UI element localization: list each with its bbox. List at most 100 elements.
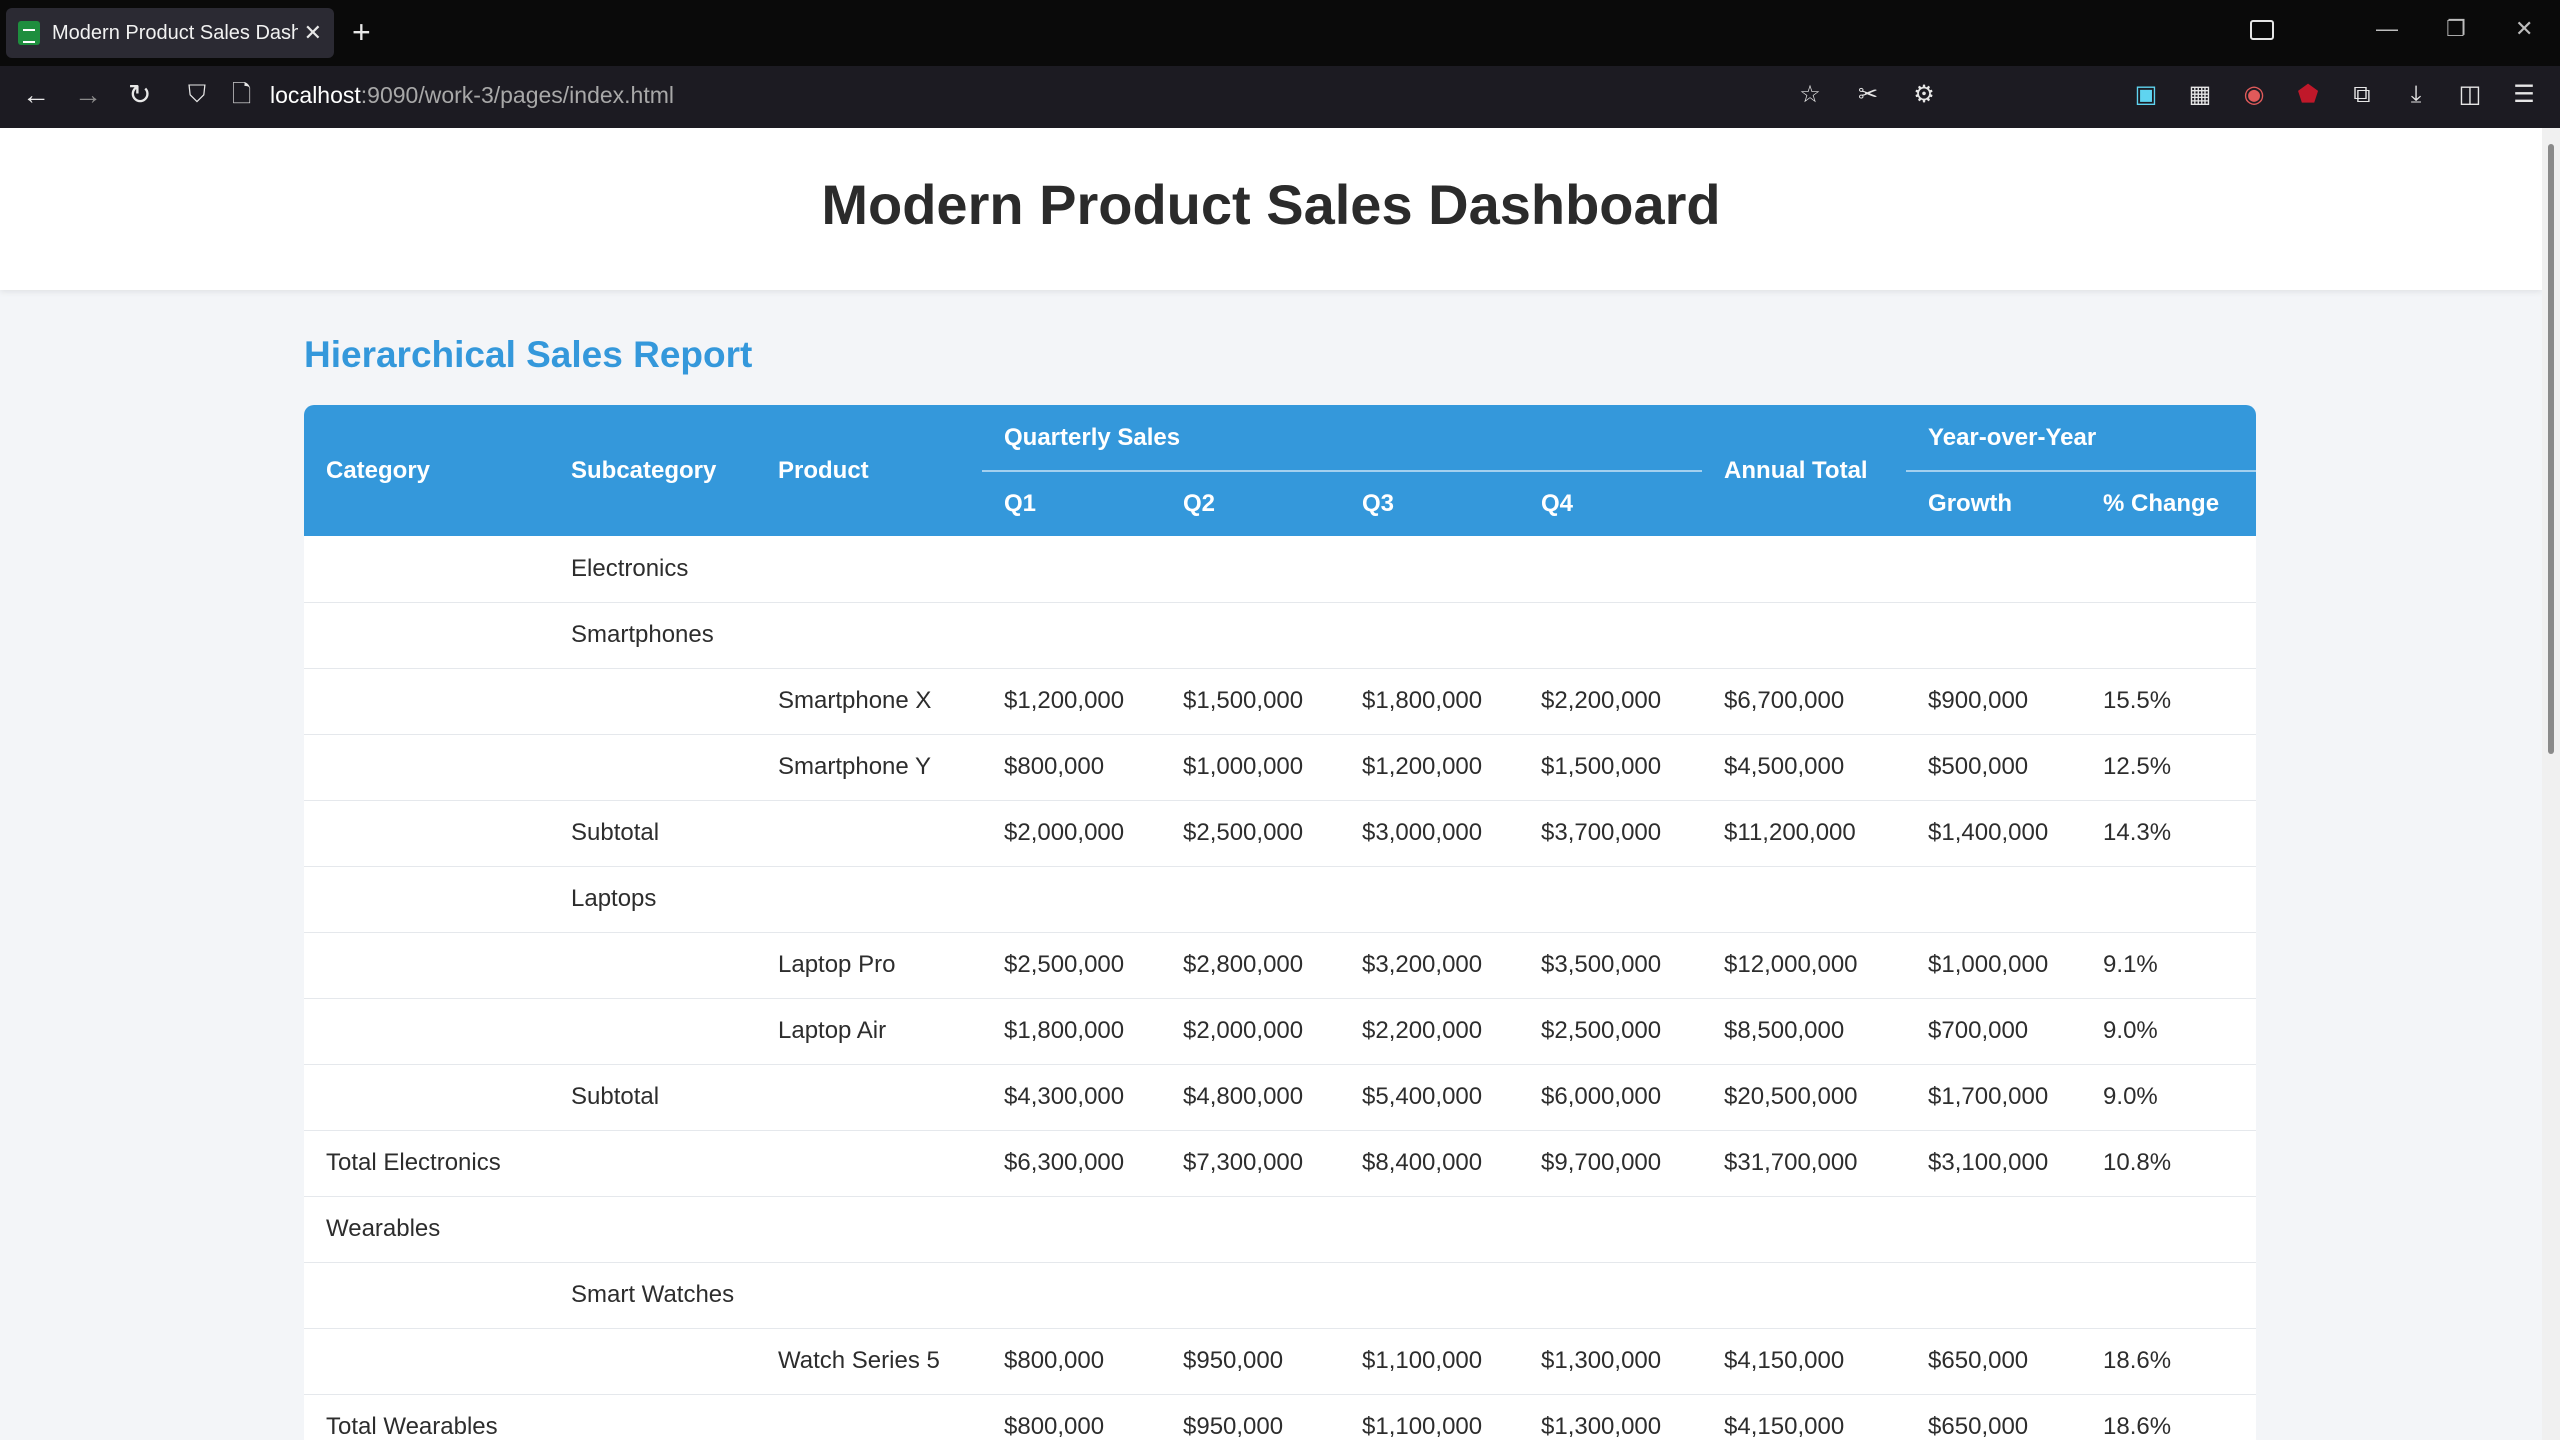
tab-title: Modern Product Sales Dashb bbox=[52, 21, 298, 44]
header-subcategory[interactable]: Subcategory bbox=[549, 405, 756, 536]
back-icon[interactable]: ← bbox=[22, 79, 50, 110]
cell-q3 bbox=[1340, 602, 1519, 669]
cell-q1 bbox=[982, 1262, 1161, 1329]
list-all-tabs-icon[interactable] bbox=[2250, 20, 2274, 40]
page-info-icon[interactable]: 🗋 bbox=[232, 81, 252, 108]
forward-icon[interactable]: → bbox=[74, 79, 102, 110]
cell-q2 bbox=[1161, 1262, 1340, 1329]
minimize-icon[interactable]: — bbox=[2376, 16, 2398, 41]
address-bar[interactable]: localhost:9090/work-3/pages/index.html bbox=[270, 82, 674, 109]
cell-q3 bbox=[1340, 866, 1519, 933]
cell-pct-change: 12.5% bbox=[2081, 734, 2256, 801]
close-window-icon[interactable]: ✕ bbox=[2515, 16, 2534, 41]
cell-q3 bbox=[1340, 1262, 1519, 1329]
cell-pct-change: 15.5% bbox=[2081, 668, 2256, 735]
sidebar-icon[interactable]: ◫ bbox=[2458, 81, 2482, 108]
menu-icon[interactable]: ☰ bbox=[2513, 81, 2535, 108]
cell-q2: $950,000 bbox=[1161, 1394, 1340, 1440]
reload-icon[interactable]: ↻ bbox=[128, 79, 152, 110]
cell-q3: $2,200,000 bbox=[1340, 998, 1519, 1065]
page-title: Modern Product Sales Dashboard bbox=[821, 173, 1721, 236]
restore-icon[interactable]: ❐ bbox=[2446, 16, 2466, 41]
table-row: Watch Series 5 $800,000 $950,000 $1,100,000… bbox=[304, 1328, 2256, 1395]
cell-q4 bbox=[1519, 602, 1703, 669]
cell-q1 bbox=[982, 602, 1161, 669]
cell-pct-change bbox=[2081, 866, 2256, 933]
cell-pct-change bbox=[2081, 1196, 2256, 1263]
cell-category bbox=[304, 602, 549, 669]
header-growth[interactable]: Growth bbox=[1906, 471, 2082, 536]
cell-subcategory bbox=[549, 1328, 756, 1395]
close-tab-icon[interactable]: ✕ bbox=[303, 20, 322, 45]
header-category[interactable]: Category bbox=[304, 405, 549, 536]
header-q2[interactable]: Q2 bbox=[1161, 471, 1340, 536]
bookmark-star-icon[interactable]: ☆ bbox=[1799, 81, 1821, 108]
cell-pct-change: 9.1% bbox=[2081, 932, 2256, 999]
header-row-2: Q1 Q2 Q3 Q4 Growth % Change bbox=[304, 471, 2256, 536]
scrollbar-thumb[interactable] bbox=[2548, 144, 2554, 754]
settings-gear-icon[interactable]: ⚙ bbox=[1913, 81, 1935, 108]
cell-q2: $7,300,000 bbox=[1161, 1130, 1340, 1197]
header-q3[interactable]: Q3 bbox=[1340, 471, 1519, 536]
table-row: Subtotal $2,000,000 $2,500,000 $3,000,000 $3… bbox=[304, 800, 2256, 867]
header-q4[interactable]: Q4 bbox=[1519, 471, 1703, 536]
cell-subcategory bbox=[549, 1130, 756, 1197]
table-row: Total Wearables $800,000 $950,000 $1,100,00… bbox=[304, 1394, 2256, 1440]
cell-q1: $800,000 bbox=[982, 1394, 1161, 1440]
header-product[interactable]: Product bbox=[756, 405, 982, 536]
cell-growth: $700,000 bbox=[1906, 998, 2082, 1065]
cell-subcategory bbox=[549, 998, 756, 1065]
cell-growth bbox=[1906, 866, 2082, 933]
table-row: Subtotal $4,300,000 $4,800,000 $5,400,000 $6… bbox=[304, 1064, 2256, 1131]
cell-subcategory: Subtotal bbox=[549, 800, 756, 867]
cell-growth: $3,100,000 bbox=[1906, 1130, 2082, 1197]
cell-category: Wearables bbox=[304, 1196, 549, 1263]
extension-eyes-icon[interactable]: ◉ bbox=[2243, 81, 2265, 108]
cell-growth: $1,000,000 bbox=[1906, 932, 2082, 999]
cell-growth bbox=[1906, 1262, 2082, 1329]
cell-category: Total Wearables bbox=[304, 1394, 549, 1440]
cell-product bbox=[756, 1064, 982, 1131]
table-row: Smartphone Y $800,000 $1,000,000 $1,200,000… bbox=[304, 734, 2256, 801]
cell-q1 bbox=[982, 1196, 1161, 1263]
cell-pct-change: 14.3% bbox=[2081, 800, 2256, 867]
cell-category bbox=[304, 1064, 549, 1131]
cell-q4: $3,500,000 bbox=[1519, 932, 1703, 999]
cell-q1: $800,000 bbox=[982, 734, 1161, 801]
shield-icon[interactable]: ⛉ bbox=[188, 81, 206, 108]
cell-pct-change: 9.0% bbox=[2081, 998, 2256, 1065]
cell-product: Laptop Pro bbox=[756, 932, 982, 999]
save-extension-icon[interactable]: ▣ bbox=[2134, 81, 2158, 108]
cell-growth bbox=[1906, 1196, 2082, 1263]
cell-category bbox=[304, 1262, 549, 1329]
cell-growth: $500,000 bbox=[1906, 734, 2082, 801]
cell-product bbox=[756, 1394, 982, 1440]
cell-q1 bbox=[982, 536, 1161, 603]
cell-growth: $900,000 bbox=[1906, 668, 2082, 735]
header-q1[interactable]: Q1 bbox=[982, 471, 1161, 536]
cell-q3: $3,000,000 bbox=[1340, 800, 1519, 867]
header-annual-total[interactable]: Annual Total bbox=[1702, 405, 1907, 536]
cell-category bbox=[304, 800, 549, 867]
cell-annual-total bbox=[1702, 602, 1907, 669]
ublock-icon[interactable]: ⬟ bbox=[2297, 81, 2319, 108]
cell-pct-change bbox=[2081, 536, 2256, 603]
cell-category bbox=[304, 1328, 549, 1395]
table-row: Smart Watches bbox=[304, 1262, 2256, 1329]
qr-code-icon[interactable]: ▦ bbox=[2188, 81, 2212, 108]
header-pct-change[interactable]: % Change bbox=[2081, 471, 2256, 536]
cell-q1: $6,300,000 bbox=[982, 1130, 1161, 1197]
browser-tab[interactable]: Modern Product Sales Dashb ✕ bbox=[6, 8, 334, 58]
cell-q3: $1,800,000 bbox=[1340, 668, 1519, 735]
table-row: Total Electronics $6,300,000 $7,300,000 $8,… bbox=[304, 1130, 2256, 1197]
cell-q1: $800,000 bbox=[982, 1328, 1161, 1395]
cell-q4 bbox=[1519, 1262, 1703, 1329]
cell-product bbox=[756, 866, 982, 933]
extensions-puzzle-icon[interactable]: ⧉ bbox=[2353, 81, 2371, 108]
cell-product bbox=[756, 536, 982, 603]
new-tab-icon[interactable]: + bbox=[352, 14, 371, 50]
page-scrollbar[interactable] bbox=[2542, 128, 2560, 1440]
cell-q2: $1,000,000 bbox=[1161, 734, 1340, 801]
screenshot-icon[interactable]: ✂ bbox=[1857, 81, 1879, 108]
download-icon[interactable]: ⤓ bbox=[2410, 81, 2422, 108]
